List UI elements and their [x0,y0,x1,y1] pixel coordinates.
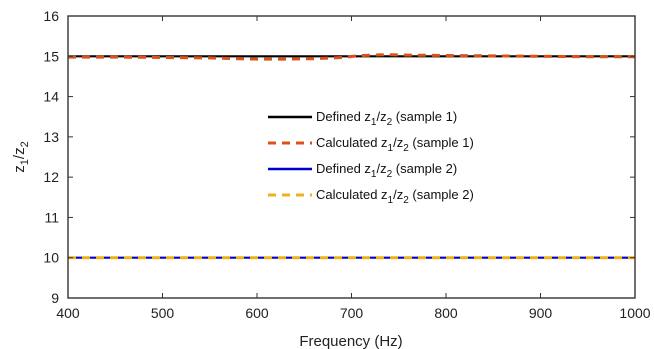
plot-area [68,16,635,298]
series-line-2 [68,53,635,61]
x-tick-label: 600 [245,305,269,321]
y-tick-label: 14 [43,89,59,105]
y-tick-label: 9 [51,290,59,306]
legend-label-2: Calculated z1/z2 (sample 1) [316,135,474,154]
legend: Defined z1/z2 (sample 1) Calculated z1/z2… [268,109,474,206]
y-tick-label: 11 [44,209,59,225]
x-tick-label: 800 [434,305,458,321]
x-axis-label: Frequency (Hz) [299,333,402,349]
series-layer [68,53,635,260]
y-tick-label: 13 [43,129,59,145]
y-tick-label: 12 [43,169,59,185]
y-axis-label: z1/z2 [11,141,31,172]
x-tick-label: 1000 [619,305,650,321]
y-tick-label: 15 [43,48,59,64]
legend-label-3: Defined z1/z2 (sample 2) [316,161,457,180]
y-tick-label: 10 [43,250,59,266]
x-tick-label: 700 [340,305,364,321]
legend-label-4: Calculated z1/z2 (sample 2) [316,187,474,206]
x-tick-label: 400 [56,305,80,321]
y-tick-label: 16 [43,8,59,24]
ticks-layer: 400 500 600 700 800 900 1000 9 10 11 12 13 14 15 16 [43,8,650,321]
x-tick-label: 500 [151,305,175,321]
x-tick-label: 900 [529,305,553,321]
legend-label-1: Defined z1/z2 (sample 1) [316,109,457,128]
